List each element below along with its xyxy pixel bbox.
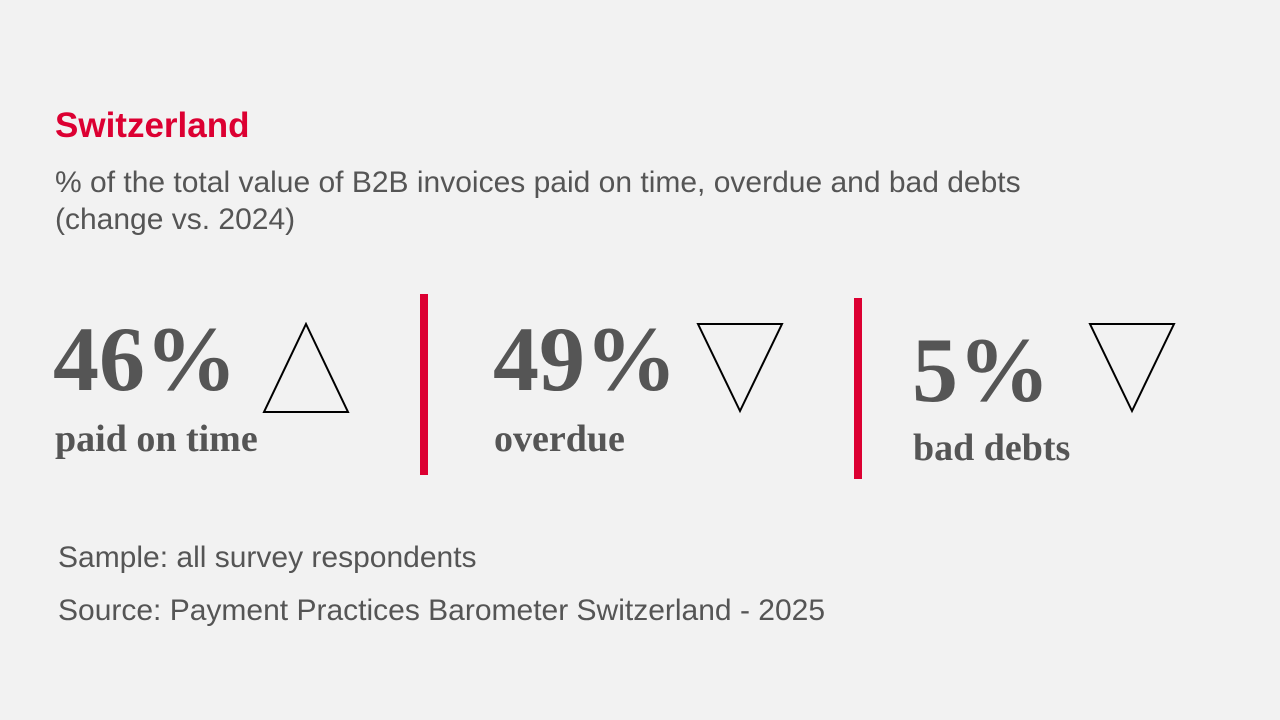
kpi-value: 46% bbox=[53, 308, 237, 410]
subtitle-line-1: % of the total value of B2B invoices pai… bbox=[55, 166, 1021, 199]
triangle-down-icon bbox=[1088, 323, 1176, 414]
subtitle-line-2: (change vs. 2024) bbox=[55, 203, 296, 236]
kpi-label: paid on time bbox=[55, 418, 258, 460]
triangle-down-icon bbox=[696, 323, 784, 414]
kpi-value: 49% bbox=[493, 308, 677, 410]
kpi-label: overdue bbox=[494, 418, 625, 460]
kpi-label: bad debts bbox=[913, 427, 1071, 469]
chart-title: Switzerland bbox=[55, 106, 250, 145]
divider bbox=[854, 298, 862, 479]
triangle-up-icon bbox=[262, 322, 350, 413]
divider bbox=[420, 294, 428, 475]
kpi-value: 5% bbox=[912, 319, 1050, 421]
source-note: Source: Payment Practices Barometer Swit… bbox=[58, 594, 826, 627]
sample-note: Sample: all survey respondents bbox=[58, 541, 477, 574]
